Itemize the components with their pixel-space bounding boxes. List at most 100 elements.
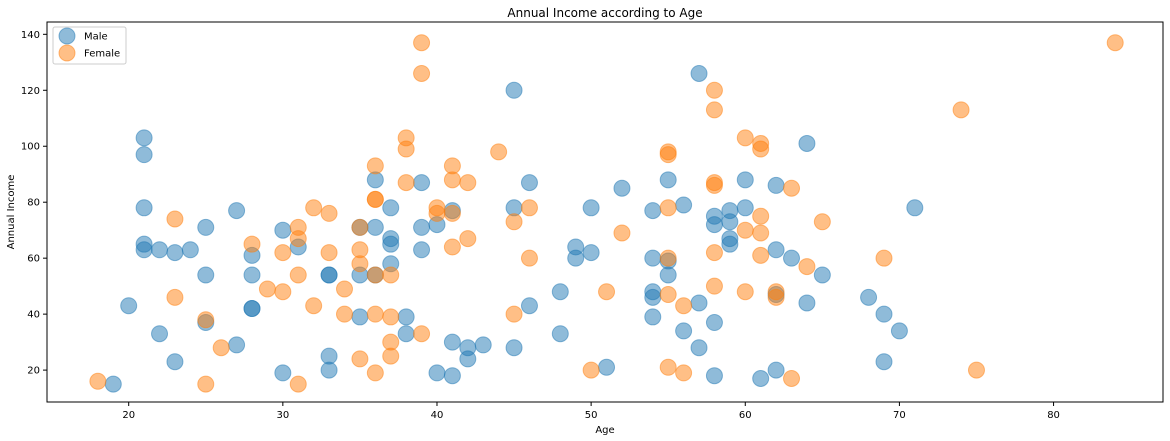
data-point-male	[690, 339, 708, 357]
data-point-female	[89, 372, 107, 390]
data-point-female	[752, 246, 770, 264]
data-point-male	[705, 216, 723, 234]
data-point-male	[351, 308, 369, 326]
y-tick-label: 20	[27, 366, 40, 377]
data-point-female	[166, 288, 184, 306]
x-tick-label: 50	[585, 410, 598, 421]
data-point-male	[151, 241, 169, 259]
data-point-female	[490, 143, 508, 161]
y-tick-label: 120	[21, 86, 40, 97]
data-point-male	[736, 171, 754, 189]
data-point-male	[767, 361, 785, 379]
data-point-female	[243, 235, 261, 253]
data-point-male	[320, 361, 338, 379]
x-axis-ticks: 20 30 40 50 60 70 80	[122, 402, 1060, 421]
data-point-female	[875, 249, 893, 267]
data-point-male	[443, 367, 461, 385]
y-tick-label: 140	[21, 30, 40, 41]
data-point-female	[520, 199, 538, 217]
data-point-female	[366, 305, 384, 323]
data-point-male	[705, 314, 723, 332]
data-point-male	[104, 375, 122, 393]
x-axis-label: Age	[595, 425, 614, 436]
data-point-female	[274, 244, 292, 262]
data-point-female	[274, 283, 292, 301]
data-point-female	[767, 288, 785, 306]
data-point-female	[382, 266, 400, 284]
data-point-female	[413, 325, 431, 343]
data-point-male	[598, 358, 616, 376]
data-point-male	[166, 244, 184, 262]
data-point-male	[721, 235, 739, 253]
data-point-male	[274, 364, 292, 382]
y-tick-label: 60	[27, 254, 40, 265]
data-point-male	[767, 176, 785, 194]
data-point-male	[675, 322, 693, 340]
data-point-male	[798, 294, 816, 312]
data-point-female	[197, 375, 215, 393]
data-point-male	[644, 249, 662, 267]
plot-frame	[46, 21, 1164, 403]
data-point-male	[752, 369, 770, 387]
data-point-female	[397, 140, 415, 158]
data-point-male	[644, 202, 662, 220]
data-point-male	[382, 235, 400, 253]
data-point-male	[443, 333, 461, 351]
data-point-male	[505, 339, 523, 357]
y-tick-label: 80	[27, 198, 40, 209]
data-point-female	[382, 347, 400, 365]
data-point-female	[659, 358, 677, 376]
data-point-female	[166, 210, 184, 228]
legend-label-female: Female	[84, 49, 120, 60]
data-point-female	[952, 101, 970, 119]
legend-marker-male	[58, 27, 76, 45]
data-point-male	[551, 283, 569, 301]
data-point-female	[582, 361, 600, 379]
data-point-female	[613, 224, 631, 242]
data-point-male	[413, 218, 431, 236]
data-point-female	[413, 64, 431, 82]
chart-title: Annual Income according to Age	[507, 6, 702, 20]
data-point-male	[459, 350, 477, 368]
data-point-female	[813, 213, 831, 231]
data-point-female	[413, 34, 431, 52]
data-point-female	[705, 176, 723, 194]
data-point-male	[413, 174, 431, 192]
data-point-female	[659, 249, 677, 267]
data-point-male	[582, 199, 600, 217]
data-point-female	[366, 157, 384, 175]
data-point-female	[505, 305, 523, 323]
data-point-female	[305, 199, 323, 217]
data-point-male	[906, 199, 924, 217]
data-point-male	[644, 288, 662, 306]
data-point-male	[197, 218, 215, 236]
data-point-male	[675, 196, 693, 214]
data-point-male	[366, 218, 384, 236]
data-point-female	[736, 221, 754, 239]
y-tick-label: 40	[27, 310, 40, 321]
x-tick-label: 80	[1047, 410, 1060, 421]
data-point-female	[752, 224, 770, 242]
x-tick-label: 30	[276, 410, 289, 421]
data-point-female	[659, 199, 677, 217]
data-point-female	[752, 207, 770, 225]
data-point-male	[783, 249, 801, 267]
data-point-female	[366, 190, 384, 208]
data-point-female	[675, 364, 693, 382]
data-point-male	[151, 325, 169, 343]
data-point-male	[798, 134, 816, 152]
data-point-female	[305, 297, 323, 315]
data-point-male	[397, 325, 415, 343]
data-point-female	[443, 238, 461, 256]
data-point-female	[351, 350, 369, 368]
y-axis-label: Annual Income	[6, 175, 17, 250]
data-point-female	[783, 179, 801, 197]
legend-label-male: Male	[84, 32, 108, 43]
x-tick-label: 60	[739, 410, 752, 421]
data-point-male	[228, 202, 246, 220]
data-point-male	[166, 353, 184, 371]
data-point-male	[228, 336, 246, 354]
data-point-male	[860, 288, 878, 306]
data-point-female	[705, 244, 723, 262]
